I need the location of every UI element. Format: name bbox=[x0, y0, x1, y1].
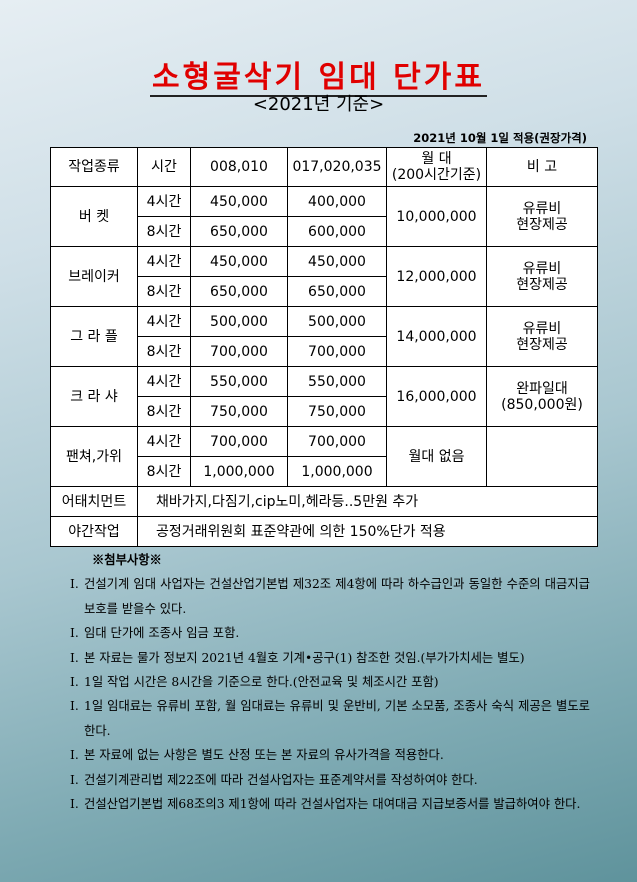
price-cell: 750,000 bbox=[190, 396, 288, 427]
note-text: 임대 단가에 조종사 임금 포함. bbox=[84, 626, 240, 641]
page-title: 소형굴삭기 임대 단가표 bbox=[150, 60, 487, 97]
price-cell: 700,000 bbox=[190, 336, 288, 367]
work-type-cell: 버 켓 bbox=[50, 186, 138, 247]
time-cell: 4시간 bbox=[137, 366, 191, 397]
date-note: 2021년 10월 1일 적용(권장가격) bbox=[413, 131, 587, 145]
table-row: 그 라 플 4시간 500,000 500,000 14,000,000 유류비 현장제공 bbox=[50, 306, 598, 367]
table-row: 8시간 650,000 650,000 bbox=[51, 276, 598, 307]
note-text: 건설기계 임대 사업자는 건설산업기본법 제32조 제4항에 따라 하수급인과 … bbox=[84, 577, 590, 616]
price-cell: 450,000 bbox=[190, 246, 288, 277]
remark-cell bbox=[486, 426, 598, 487]
night-label: 야간작업 bbox=[50, 516, 138, 547]
table-row: 팬쳐,가위 4시간 700,000 700,000 월대 없음 bbox=[50, 426, 598, 487]
price-cell: 700,000 bbox=[287, 336, 387, 367]
note-item: I. 본 자료는 물가 정보지 2021년 4월호 기계•공구(1) 참조한 것임… bbox=[70, 646, 590, 670]
time-cell: 4시간 bbox=[137, 186, 191, 217]
work-type-cell: 그 라 플 bbox=[50, 306, 138, 367]
header-cell: 008,010 bbox=[190, 147, 288, 187]
note-item: I. 1일 작업 시간은 8시간을 기준으로 한다.(안전교육 및 체조시간 포함… bbox=[70, 670, 590, 694]
header-cell: 017,020,035 bbox=[287, 147, 387, 187]
note-text: 건설산업기본법 제68조의3 제1항에 따라 건설사업자는 대여대금 지급보증서… bbox=[84, 797, 581, 812]
table-row: 8시간 650,000 600,000 bbox=[51, 216, 598, 247]
remark-cell: 유류비 현장제공 bbox=[486, 186, 598, 247]
monthly-cell: 16,000,000 bbox=[386, 366, 487, 427]
table-row: 8시간 700,000 700,000 bbox=[51, 336, 598, 367]
attachment-value: 채바가지,다짐기,cip노미,헤라등..5만원 추가 bbox=[137, 486, 598, 517]
note-text: 1일 임대료는 유류비 포함, 월 임대료는 유류비 및 운반비, 기본 소모품… bbox=[84, 699, 590, 738]
subtitle: <2021년 기준> bbox=[252, 94, 385, 115]
price-cell: 550,000 bbox=[287, 366, 387, 397]
price-cell: 500,000 bbox=[190, 306, 288, 337]
price-cell: 1,000,000 bbox=[287, 456, 387, 487]
price-table: 작업종류 시간 008,010 017,020,035 월 대 (200시간기준) 비 고… bbox=[50, 147, 598, 547]
monthly-cell: 14,000,000 bbox=[386, 306, 487, 367]
note-text: 본 자료에 없는 사항은 별도 산정 또는 본 자료의 유사가격을 적용한다. bbox=[84, 748, 444, 763]
header-cell: 비 고 bbox=[486, 147, 598, 187]
note-bullet: I. bbox=[70, 699, 79, 714]
price-cell: 1,000,000 bbox=[190, 456, 288, 487]
remark-cell: 완파일대 (850,000원) bbox=[486, 366, 598, 427]
remark-cell: 유류비 현장제공 bbox=[486, 246, 598, 307]
remark-cell: 유류비 현장제공 bbox=[486, 306, 598, 367]
table-row: 크 라 샤 4시간 550,000 550,000 16,000,000 완파일대 (85… bbox=[50, 366, 598, 427]
time-cell: 8시간 bbox=[137, 336, 191, 367]
monthly-cell: 12,000,000 bbox=[386, 246, 487, 307]
time-cell: 8시간 bbox=[137, 396, 191, 427]
work-type-cell: 브레이커 bbox=[50, 246, 138, 307]
price-cell: 650,000 bbox=[287, 276, 387, 307]
note-item: I. 본 자료에 없는 사항은 별도 산정 또는 본 자료의 유사가격을 적용한다… bbox=[70, 743, 590, 767]
note-bullet: I. bbox=[70, 748, 79, 763]
time-cell: 8시간 bbox=[137, 456, 191, 487]
price-cell: 450,000 bbox=[287, 246, 387, 277]
note-bullet: I. bbox=[70, 577, 79, 592]
price-cell: 450,000 bbox=[190, 186, 288, 217]
time-cell: 4시간 bbox=[137, 426, 191, 457]
note-bullet: I. bbox=[70, 650, 79, 665]
price-cell: 700,000 bbox=[190, 426, 288, 457]
monthly-cell: 월대 없음 bbox=[386, 426, 487, 487]
attachment-label: 어태치먼트 bbox=[50, 486, 138, 517]
note-bullet: I. bbox=[70, 797, 79, 812]
price-cell: 400,000 bbox=[287, 186, 387, 217]
table-row: 8시간 750,000 750,000 bbox=[51, 396, 598, 427]
time-cell: 4시간 bbox=[137, 306, 191, 337]
price-cell: 650,000 bbox=[190, 276, 288, 307]
price-cell: 600,000 bbox=[287, 216, 387, 247]
price-cell: 750,000 bbox=[287, 396, 387, 427]
work-type-cell: 크 라 샤 bbox=[50, 366, 138, 427]
header-row: 작업종류 시간 008,010 017,020,035 월 대 (200시간기준) 비 고 bbox=[50, 147, 598, 187]
price-cell: 550,000 bbox=[190, 366, 288, 397]
price-cell: 650,000 bbox=[190, 216, 288, 247]
table-row: 버 켓 4시간 450,000 400,000 10,000,000 유류비 현장제공 bbox=[50, 186, 598, 247]
time-cell: 8시간 bbox=[137, 216, 191, 247]
note-text: 건설기계관리법 제22조에 따라 건설사업자는 표준계약서를 작성하여야 한다. bbox=[84, 772, 478, 787]
table-row: 8시간 1,000,000 1,000,000 bbox=[51, 456, 598, 487]
header-cell: 작업종류 bbox=[50, 147, 138, 187]
monthly-cell: 10,000,000 bbox=[386, 186, 487, 247]
night-value: 공정거래위원회 표준약관에 의한 150%단가 적용 bbox=[137, 516, 598, 547]
price-cell: 500,000 bbox=[287, 306, 387, 337]
night-row: 야간작업 공정거래위원회 표준약관에 의한 150%단가 적용 bbox=[50, 516, 598, 547]
note-item: I. 1일 임대료는 유류비 포함, 월 임대료는 유류비 및 운반비, 기본 소… bbox=[70, 694, 590, 743]
note-item: I. 임대 단가에 조종사 임금 포함. bbox=[70, 621, 590, 645]
time-cell: 4시간 bbox=[137, 246, 191, 277]
note-bullet: I. bbox=[70, 675, 79, 690]
time-cell: 8시간 bbox=[137, 276, 191, 307]
work-type-cell: 팬쳐,가위 bbox=[50, 426, 138, 487]
attachment-row: 어태치먼트 채바가지,다짐기,cip노미,헤라등..5만원 추가 bbox=[50, 486, 598, 517]
table-row: 브레이커 4시간 450,000 450,000 12,000,000 유류비 현장제공 bbox=[50, 246, 598, 307]
note-text: 본 자료는 물가 정보지 2021년 4월호 기계•공구(1) 참조한 것임.(… bbox=[84, 650, 525, 665]
header-cell: 월 대 (200시간기준) bbox=[386, 147, 487, 187]
note-item: I. 건설산업기본법 제68조의3 제1항에 따라 건설사업자는 대여대금 지급보… bbox=[70, 792, 590, 816]
note-bullet: I. bbox=[70, 772, 79, 787]
header-cell: 시간 bbox=[137, 147, 191, 187]
note-item: I. 건설기계관리법 제22조에 따라 건설사업자는 표준계약서를 작성하여야 한… bbox=[70, 768, 590, 792]
note-item: I. 건설기계 임대 사업자는 건설산업기본법 제32조 제4항에 따라 하수급인… bbox=[70, 572, 590, 621]
notes-heading: ※첨부사항※ bbox=[92, 552, 162, 567]
note-bullet: I. bbox=[70, 626, 79, 641]
note-text: 1일 작업 시간은 8시간을 기준으로 한다.(안전교육 및 체조시간 포함) bbox=[84, 675, 439, 690]
notes: ※첨부사항※ I. 건설기계 임대 사업자는 건설산업기본법 제32조 제4항에 … bbox=[70, 548, 590, 816]
price-cell: 700,000 bbox=[287, 426, 387, 457]
